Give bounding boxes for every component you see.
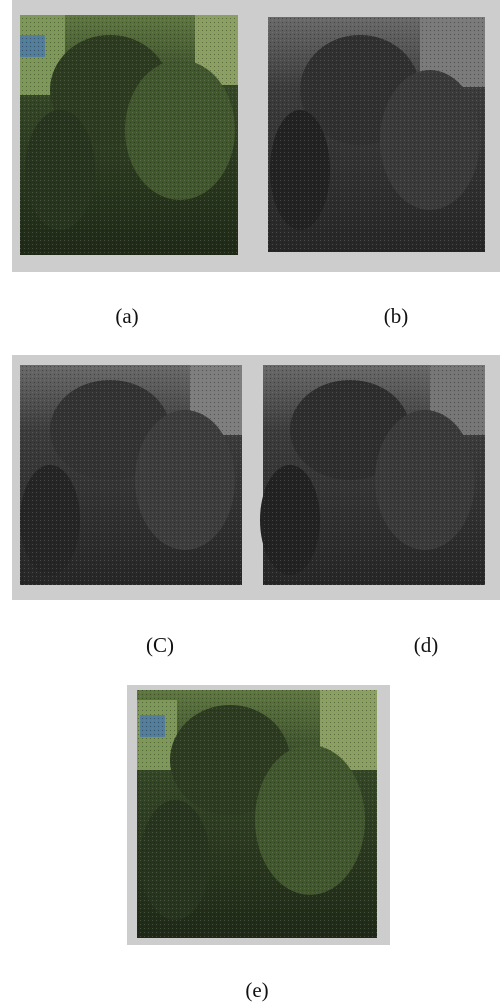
caption: (b) bbox=[384, 304, 409, 329]
image-a bbox=[20, 15, 238, 255]
figure bbox=[0, 0, 500, 1002]
figure-page: (a) (b) (C) (d) (e) bbox=[0, 0, 500, 1002]
image-d bbox=[260, 365, 485, 585]
caption: (e) bbox=[245, 978, 268, 1002]
caption: (a) bbox=[115, 304, 138, 329]
image-e bbox=[137, 690, 377, 938]
caption: (C) bbox=[146, 633, 174, 658]
image-b bbox=[268, 17, 485, 252]
caption: (d) bbox=[414, 633, 439, 658]
image-c bbox=[20, 365, 242, 585]
